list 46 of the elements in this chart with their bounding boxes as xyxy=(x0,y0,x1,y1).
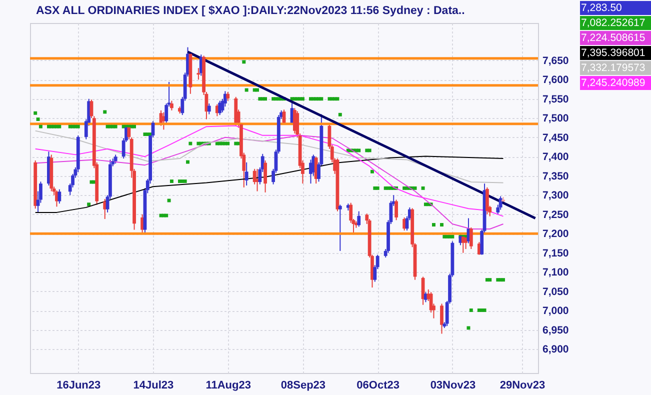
chart-title: ASX ALL ORDINARIES INDEX [ $XAO ]:DAILY:22Nov2023 11:56 Sydney : Data.. xyxy=(36,5,465,17)
y-tick-label: 6,950 xyxy=(542,324,569,336)
text: 7,332.179573 xyxy=(581,62,646,74)
x-tick-label: 08Sep23 xyxy=(280,380,326,392)
x-tick-label: 16Jun23 xyxy=(56,380,101,392)
y-tick-label: 7,500 xyxy=(542,112,569,125)
y-tick-label: 7,550 xyxy=(542,93,569,106)
candlestick xyxy=(218,100,222,116)
y-tick-label: 7,250 xyxy=(542,208,569,221)
candlestick xyxy=(469,226,473,250)
text: 7,082.252617 xyxy=(581,17,646,29)
y-tick-label: 7,000 xyxy=(542,305,569,318)
candlestick xyxy=(486,186,489,215)
y-tick-label: 7,450 xyxy=(542,132,569,144)
text: 7,283.50 xyxy=(581,2,622,14)
y-tick-label: 7,150 xyxy=(542,247,569,260)
candlestick xyxy=(357,210,361,228)
x-tick-label: 14Jul23 xyxy=(133,380,174,392)
candlestick xyxy=(58,188,62,204)
x-tick-label: 06Oct23 xyxy=(356,380,400,392)
candlestick xyxy=(244,162,248,186)
candlestick xyxy=(196,68,200,80)
y-tick-label: 7,350 xyxy=(542,170,569,182)
y-tick-label: 7,400 xyxy=(542,151,569,164)
y-tick-label: 7,300 xyxy=(542,190,569,202)
text: 7,395.396801 xyxy=(581,47,646,59)
y-tick-label: 7,650 xyxy=(542,54,569,67)
y-tick-label: 7,200 xyxy=(542,228,569,240)
x-tick-label: 03Nov23 xyxy=(430,380,476,392)
line-series xyxy=(34,130,504,184)
candlestick xyxy=(338,204,342,252)
candlestick xyxy=(394,199,398,221)
candlestick xyxy=(170,100,174,111)
y-tick-label: 7,100 xyxy=(542,266,569,279)
text: 7,245.240989 xyxy=(581,77,646,89)
candlestick xyxy=(207,102,211,115)
candlestick xyxy=(498,196,502,210)
line-series xyxy=(34,156,504,213)
text: 7,224.508615 xyxy=(581,32,646,44)
x-tick-label: 11Aug23 xyxy=(206,380,251,392)
candlestick xyxy=(264,160,267,193)
candlestick xyxy=(440,303,444,334)
x-tick-label: 29Nov23 xyxy=(500,380,546,392)
y-tick-label: 7,050 xyxy=(542,286,569,298)
y-tick-label: 7,600 xyxy=(542,74,569,86)
y-tick-label: 6,900 xyxy=(542,344,569,356)
